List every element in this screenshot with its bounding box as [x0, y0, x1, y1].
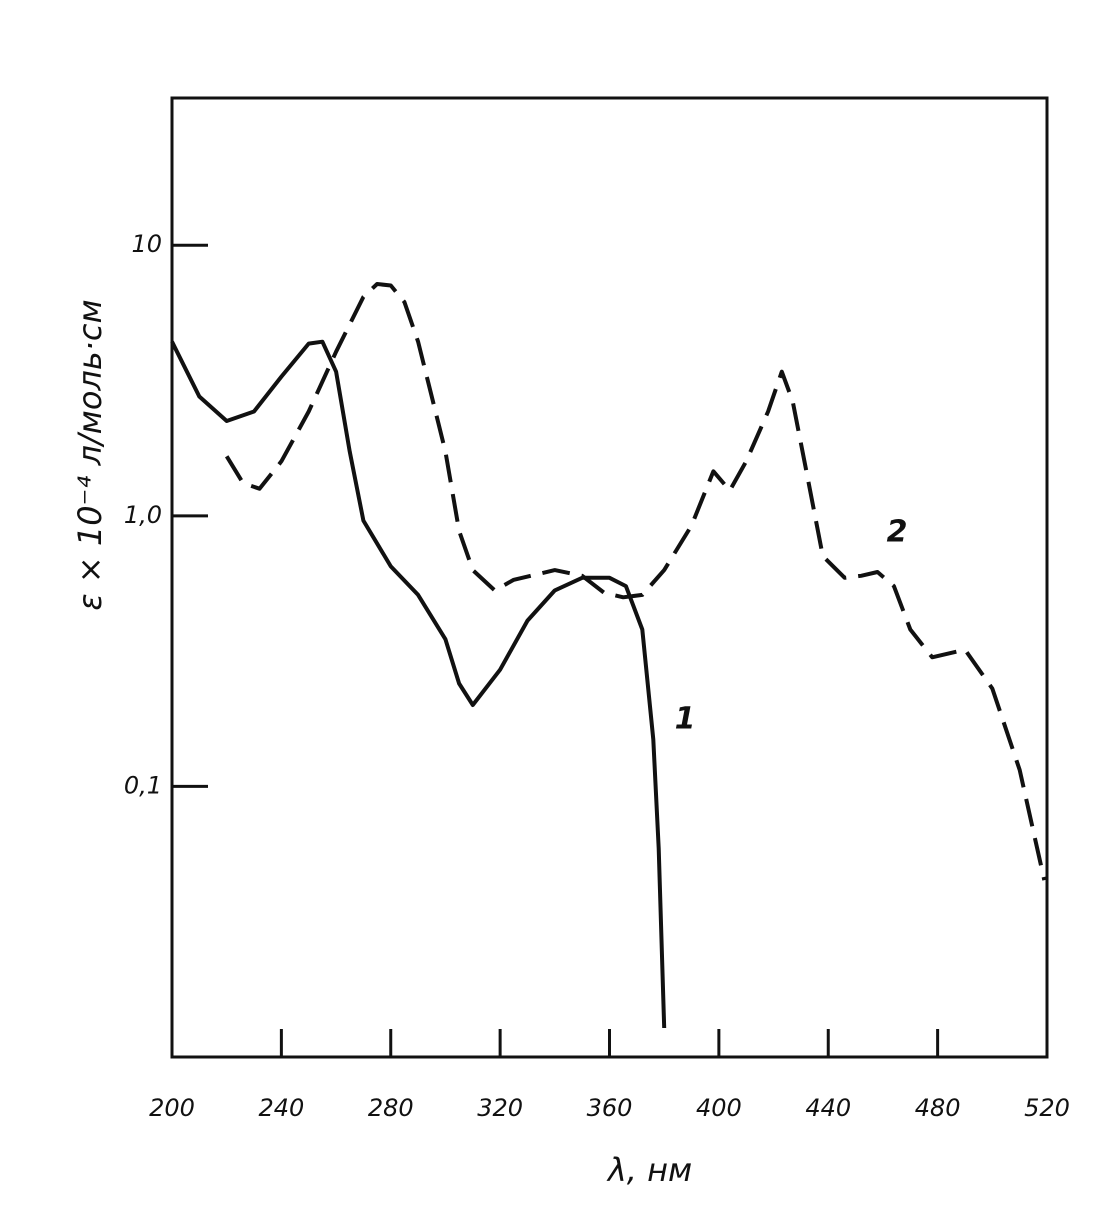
series-label: 1	[675, 702, 696, 737]
x-tick-label: 440	[805, 1094, 851, 1122]
x-tick-label: 280	[368, 1094, 414, 1122]
x-tick-label: 320	[477, 1094, 523, 1122]
x-tick-label: 240	[258, 1094, 304, 1122]
x-tick-label: 200	[149, 1094, 195, 1122]
y-tick-label: 10	[131, 230, 162, 258]
x-tick-label: 360	[587, 1094, 633, 1122]
y-tick-label: 0,1	[124, 771, 162, 799]
x-tick-label: 400	[696, 1094, 742, 1122]
x-tick-label: 480	[915, 1094, 961, 1122]
y-tick-label: 1,0	[124, 501, 162, 529]
series-line	[170, 339, 667, 1029]
series-line	[224, 282, 1047, 881]
x-tick-label: 520	[1024, 1094, 1070, 1122]
series-label: 2	[887, 515, 908, 550]
y-axis-title: ε × 10⁻⁴ л/моль·см	[71, 299, 109, 610]
x-axis-title: λ, нм	[606, 1151, 692, 1189]
